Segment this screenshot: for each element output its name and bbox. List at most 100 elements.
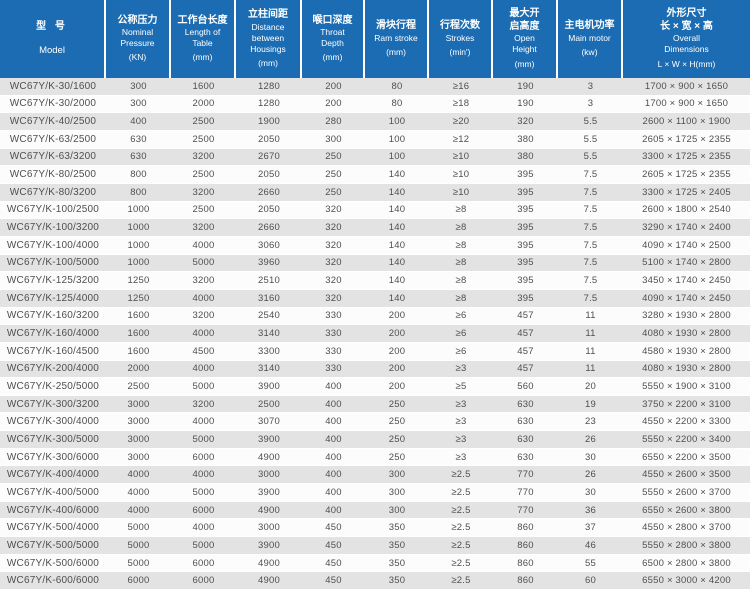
cell-strokes: ≥2.5 <box>451 575 471 587</box>
cell-strokes: ≥5 <box>455 380 467 392</box>
cell-table-length: 2500 <box>192 116 215 128</box>
cell-throat-depth: 320 <box>325 204 342 216</box>
cell-model: WC67Y/K-400/6000 <box>6 504 100 516</box>
cell-model: WC67Y/K-600/6000 <box>6 575 100 587</box>
table-row: WC67Y/K-400/6000 4000 6000 4900 400 300 ≥2.5 77… <box>0 501 750 520</box>
cell-open-height: 380 <box>517 133 534 145</box>
table-row: WC67Y/K-30/1600 300 1600 1280 200 80 ≥16 190 3 17… <box>0 78 750 96</box>
cell-nominal-pressure: 630 <box>130 151 147 163</box>
cell-table-length: 3200 <box>192 151 215 163</box>
column-header-open-height: 最大开 启高度 Open Height (mm) <box>493 0 558 78</box>
table-row: WC67Y/K-250/5000 2500 5000 3900 400 200 ≥5 560 2… <box>0 378 750 396</box>
cell-main-motor: 7.5 <box>583 275 598 287</box>
cell-nominal-pressure: 400 <box>130 116 147 128</box>
cell-table-length: 5000 <box>192 433 215 445</box>
column-header-dimensions: 外形尺寸长 × 宽 × 高 Overall Dimensions L × W × H(… <box>623 0 750 78</box>
cell-throat-depth: 200 <box>325 98 342 110</box>
column-header-unit-label: (min') <box>449 46 471 57</box>
cell-open-height: 560 <box>517 380 534 392</box>
column-header-en-label: Depth <box>321 38 344 49</box>
cell-nominal-pressure: 800 <box>130 186 147 198</box>
cell-model: WC67Y/K-125/4000 <box>6 292 100 304</box>
cell-open-height: 395 <box>517 222 534 234</box>
cell-main-motor: 36 <box>585 504 596 516</box>
column-header-unit-label: (kw) <box>581 46 598 57</box>
cell-model: WC67Y/K-200/4000 <box>6 363 100 375</box>
cell-housing-distance: 3300 <box>258 345 280 357</box>
cell-dimensions: 4550 × 2600 × 3500 <box>642 469 731 481</box>
cell-strokes: ≥3 <box>455 363 467 375</box>
cell-strokes: ≥10 <box>452 169 470 181</box>
table-row: WC67Y/K-160/4500 1600 4500 3300 330 200 ≥6 457 1… <box>0 342 750 361</box>
cell-open-height: 457 <box>517 310 534 322</box>
cell-nominal-pressure: 6000 <box>127 575 150 587</box>
column-header-en-label: Dimensions <box>664 44 709 55</box>
column-header-en-label: Housings <box>250 43 286 54</box>
cell-throat-depth: 330 <box>325 310 342 322</box>
cell-housing-distance: 3960 <box>258 257 280 269</box>
column-header-model: 型 号 Model <box>0 0 106 78</box>
table-row: WC67Y/K-100/2500 1000 2500 2050 320 140 ≥8 395 7… <box>0 201 750 220</box>
cell-open-height: 320 <box>517 116 534 128</box>
cell-open-height: 190 <box>517 80 534 92</box>
cell-nominal-pressure: 4000 <box>127 504 150 516</box>
cell-model: WC67Y/K-300/6000 <box>6 451 100 463</box>
cell-dimensions: 2605 × 1725 × 2355 <box>642 169 731 181</box>
cell-ram-stroke: 140 <box>388 169 406 181</box>
cell-throat-depth: 450 <box>325 557 342 569</box>
cell-table-length: 3200 <box>192 398 215 410</box>
cell-throat-depth: 280 <box>325 116 342 128</box>
cell-ram-stroke: 200 <box>388 328 406 340</box>
cell-throat-depth: 400 <box>325 416 342 428</box>
column-header-zh-label: 公称压力 <box>117 14 158 26</box>
cell-model: WC67Y/K-400/4000 <box>6 469 100 481</box>
column-header-zh-label: 型 号 <box>36 20 68 32</box>
cell-main-motor: 7.5 <box>583 204 598 216</box>
cell-table-length: 5000 <box>192 380 215 392</box>
column-header-unit-label: (mm) <box>258 57 278 68</box>
cell-dimensions: 1700 × 900 × 1650 <box>644 98 729 110</box>
cell-nominal-pressure: 1000 <box>127 222 150 234</box>
table-row: WC67Y/K-125/4000 1250 4000 3160 320 140 ≥8 395 7… <box>0 289 750 308</box>
cell-model: WC67Y/K-125/3200 <box>6 275 100 287</box>
cell-nominal-pressure: 5000 <box>127 522 150 534</box>
cell-open-height: 630 <box>517 451 534 463</box>
table-row: WC67Y/K-100/4000 1000 4000 3060 320 140 ≥8 395 7… <box>0 236 750 255</box>
cell-table-length: 4000 <box>192 363 215 375</box>
table-row: WC67Y/K-300/4000 3000 4000 3070 400 250 ≥3 630 2… <box>0 413 750 432</box>
cell-strokes: ≥20 <box>452 116 470 128</box>
column-header-en-label: Open <box>514 33 535 44</box>
cell-throat-depth: 320 <box>325 222 342 234</box>
cell-housing-distance: 3160 <box>258 292 280 304</box>
cell-throat-depth: 300 <box>325 133 342 145</box>
column-header-zh-label: 主电机功率 <box>564 20 615 32</box>
cell-main-motor: 46 <box>585 539 596 551</box>
cell-open-height: 860 <box>517 539 534 551</box>
table-row: WC67Y/K-400/5000 4000 5000 3900 400 300 ≥2.5 77… <box>0 484 750 502</box>
cell-strokes: ≥10 <box>452 151 470 163</box>
cell-strokes: ≥10 <box>452 186 470 198</box>
cell-throat-depth: 400 <box>325 380 342 392</box>
cell-model: WC67Y/K-300/5000 <box>6 433 100 445</box>
cell-model: WC67Y/K-100/2500 <box>6 204 100 216</box>
cell-model: WC67Y/K-160/4000 <box>6 328 100 340</box>
cell-nominal-pressure: 800 <box>130 169 147 181</box>
cell-model: WC67Y/K-80/3200 <box>9 186 97 198</box>
cell-throat-depth: 320 <box>325 239 342 251</box>
table-row: WC67Y/K-100/3200 1000 3200 2660 320 140 ≥8 395 7… <box>0 219 750 237</box>
cell-ram-stroke: 250 <box>388 433 406 445</box>
cell-open-height: 770 <box>517 486 534 498</box>
cell-table-length: 2500 <box>192 169 215 181</box>
cell-open-height: 395 <box>517 186 534 198</box>
cell-throat-depth: 330 <box>325 328 342 340</box>
cell-throat-depth: 330 <box>325 345 342 357</box>
cell-throat-depth: 400 <box>325 433 342 445</box>
cell-main-motor: 3 <box>587 80 594 92</box>
cell-throat-depth: 320 <box>325 292 342 304</box>
cell-housing-distance: 1280 <box>258 98 280 110</box>
cell-open-height: 860 <box>517 522 534 534</box>
cell-dimensions: 5550 × 2800 × 3800 <box>642 539 731 551</box>
column-header-en-label: Strokes <box>445 32 475 43</box>
cell-main-motor: 5.5 <box>583 151 598 163</box>
column-header-zh-label: 长 × 宽 × 高 <box>660 20 713 32</box>
